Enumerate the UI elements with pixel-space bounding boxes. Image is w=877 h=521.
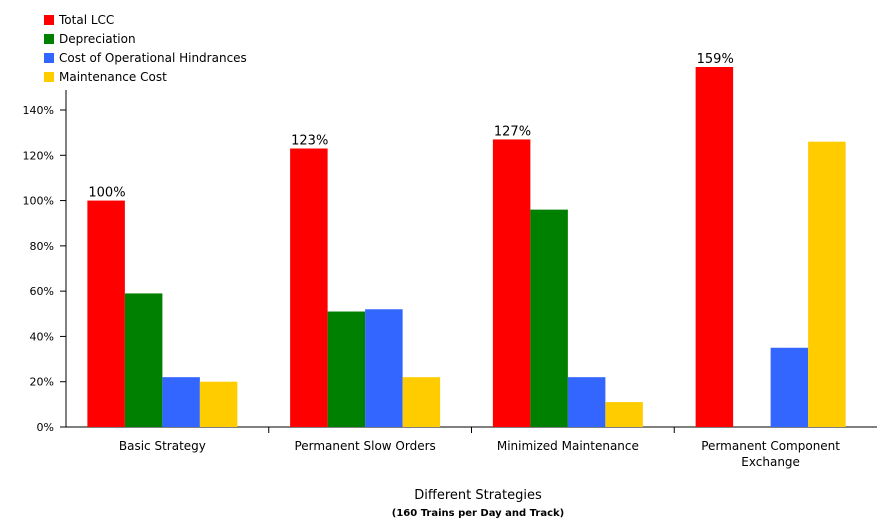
y-tick-label: 140%	[23, 104, 54, 117]
x-category-label: Basic Strategy	[119, 439, 206, 453]
data-label: 100%	[88, 186, 125, 201]
legend-label: Maintenance Cost	[59, 69, 167, 84]
legend-label: Depreciation	[59, 31, 136, 46]
bar	[530, 209, 568, 427]
bar	[290, 148, 328, 427]
chart-bars	[87, 66, 846, 427]
legend-swatch	[44, 14, 54, 25]
y-tick-label: 20%	[30, 376, 54, 389]
bar	[770, 347, 809, 427]
bar	[695, 66, 734, 427]
x-category-label: Minimized Maintenance	[497, 439, 639, 453]
legend-item: Depreciation	[44, 29, 247, 48]
y-tick-label: 40%	[30, 330, 54, 343]
legend-label: Cost of Operational Hindrances	[59, 50, 247, 65]
x-axis-subtitle: (160 Trains per Day and Track)	[392, 508, 564, 519]
legend-item: Maintenance Cost	[44, 67, 247, 86]
chart-legend: Total LCC Depreciation Cost of Operational…	[44, 10, 247, 86]
y-tick-label: 0%	[37, 421, 54, 434]
x-category-label: Permanent Component Exchange	[701, 439, 840, 469]
legend-item: Total LCC	[44, 10, 247, 29]
legend-swatch	[44, 33, 54, 44]
data-label: 127%	[494, 124, 531, 139]
data-label: 123%	[291, 133, 328, 148]
y-tick-label: 120%	[23, 149, 54, 162]
bar	[492, 139, 531, 427]
legend-swatch	[44, 71, 54, 82]
data-label: 159%	[697, 52, 734, 67]
chart-axes: 0% 20% 40% 60% 80% 100% 120% 140%	[23, 90, 877, 434]
bar	[365, 309, 403, 427]
x-category-label: Permanent Slow Orders	[294, 439, 435, 453]
bar	[199, 381, 238, 427]
y-tick-label: 60%	[30, 285, 54, 298]
bar	[605, 402, 643, 427]
y-tick-label: 80%	[30, 240, 54, 253]
legend-label: Total LCC	[59, 12, 115, 27]
bar	[162, 377, 200, 427]
bar	[327, 311, 366, 427]
legend-swatch	[44, 52, 54, 63]
y-tick-label: 100%	[23, 195, 54, 208]
chart-labels: Basic Strategy Permanent Slow Orders Minim…	[88, 52, 840, 469]
bar	[402, 377, 441, 427]
x-axis-title: Different Strategies	[414, 488, 542, 503]
bar	[87, 200, 125, 427]
bar	[567, 377, 606, 427]
bar	[808, 141, 846, 427]
legend-item: Cost of Operational Hindrances	[44, 48, 247, 67]
bar	[124, 293, 163, 427]
